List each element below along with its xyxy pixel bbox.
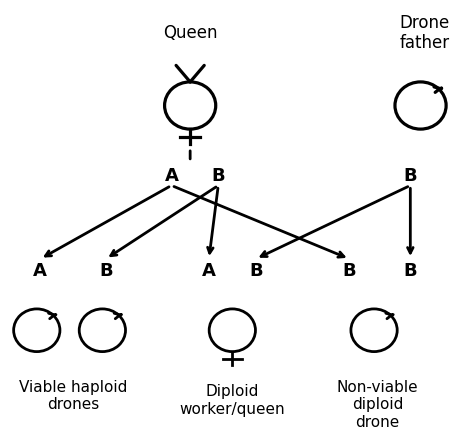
Text: B: B: [403, 166, 417, 184]
Text: Queen: Queen: [163, 24, 218, 42]
Text: Non-viable
diploid
drone: Non-viable diploid drone: [337, 379, 419, 429]
Text: Drone
father: Drone father: [399, 14, 449, 52]
Text: B: B: [343, 261, 356, 279]
Text: B: B: [403, 261, 417, 279]
Text: Viable haploid
drones: Viable haploid drones: [19, 379, 127, 411]
Text: B: B: [249, 261, 263, 279]
Text: A: A: [164, 166, 178, 184]
Text: Diploid
worker/queen: Diploid worker/queen: [180, 383, 285, 416]
Text: A: A: [202, 261, 216, 279]
Text: B: B: [211, 166, 225, 184]
Text: A: A: [33, 261, 47, 279]
Text: B: B: [99, 261, 113, 279]
